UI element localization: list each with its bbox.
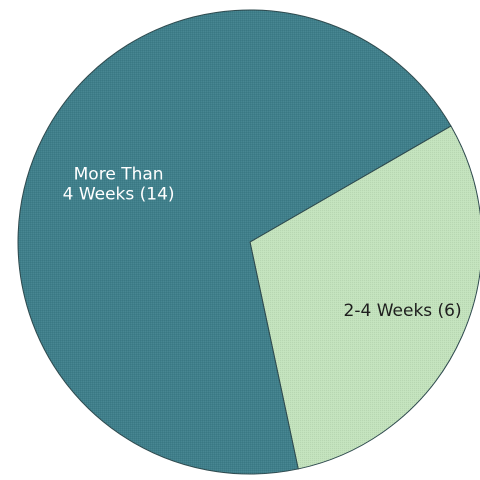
pie-labels: 2-4 Weeks (6) More Than 4 Weeks (14) [63,165,462,321]
pie-slice-label-0: 2-4 Weeks (6) [344,301,462,321]
pie-slice-texture-0 [250,126,480,469]
pie-slice-label-line: 2-4 Weeks (6) [344,301,462,321]
pie-slice-texture-1 [18,10,451,475]
pie-slice-label-line: More Than [74,165,164,185]
pie-slice-label-line: 4 Weeks (14) [63,185,175,205]
pie-slice-label-1: More Than 4 Weeks (14) [63,165,175,205]
pie-slices [17,9,480,475]
